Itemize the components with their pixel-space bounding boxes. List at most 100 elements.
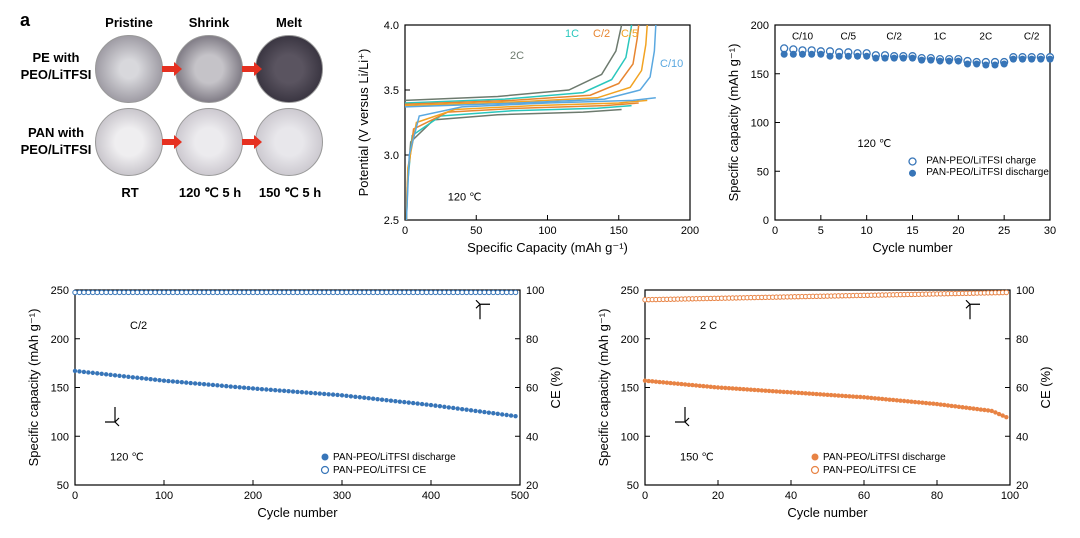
panel-b: b 0501001502002.53.03.54.0Specific Capac… [350, 10, 700, 260]
svg-text:PAN-PEO/LiTFSI discharge: PAN-PEO/LiTFSI discharge [926, 167, 1049, 178]
svg-text:50: 50 [627, 480, 639, 492]
svg-text:PAN-PEO/LiTFSI discharge: PAN-PEO/LiTFSI discharge [333, 452, 456, 463]
svg-text:150: 150 [621, 383, 639, 395]
svg-text:200: 200 [244, 490, 262, 502]
svg-text:80: 80 [526, 334, 538, 346]
svg-text:250: 250 [621, 285, 639, 297]
panel-e: e 0204060801005010015020025020406080100C… [590, 275, 1060, 525]
svg-text:40: 40 [785, 490, 797, 502]
svg-text:CE (%): CE (%) [548, 367, 563, 409]
svg-text:3.0: 3.0 [384, 150, 399, 162]
svg-text:0: 0 [763, 215, 769, 227]
svg-text:100: 100 [538, 225, 556, 237]
svg-text:10: 10 [861, 225, 873, 237]
svg-text:4.0: 4.0 [384, 20, 399, 32]
svg-text:2.5: 2.5 [384, 215, 399, 227]
svg-text:PAN-PEO/LiTFSI charge: PAN-PEO/LiTFSI charge [926, 155, 1036, 166]
svg-text:Cycle number: Cycle number [257, 505, 338, 520]
svg-text:20: 20 [952, 225, 964, 237]
chart-e: 0204060801005010015020025020406080100Cyc… [590, 275, 1060, 525]
arrow-icon [242, 62, 262, 76]
col-pristine: Pristine [100, 15, 158, 30]
svg-text:60: 60 [1016, 383, 1028, 395]
svg-text:C/2: C/2 [130, 320, 147, 332]
svg-text:100: 100 [155, 490, 173, 502]
svg-text:20: 20 [1016, 480, 1028, 492]
svg-text:80: 80 [1016, 334, 1028, 346]
svg-text:C/2: C/2 [1024, 32, 1040, 43]
svg-text:1C: 1C [934, 32, 947, 43]
svg-text:0: 0 [642, 490, 648, 502]
svg-text:15: 15 [906, 225, 918, 237]
svg-text:150: 150 [610, 225, 628, 237]
svg-text:2C: 2C [510, 50, 524, 62]
svg-text:Potential (V versus Li/Li⁺): Potential (V versus Li/Li⁺) [356, 49, 371, 197]
svg-text:Specific capacity (mAh g⁻¹): Specific capacity (mAh g⁻¹) [26, 309, 41, 467]
svg-text:3.5: 3.5 [384, 85, 399, 97]
svg-text:200: 200 [751, 20, 769, 32]
photo-grid [95, 35, 323, 176]
photo-pe-melt [255, 35, 323, 103]
panel-d: d 01002003004005005010015020025020406080… [20, 275, 570, 525]
photo-pan-pristine [95, 108, 163, 176]
svg-text:5: 5 [818, 225, 824, 237]
svg-text:Specific capacity (mAh g⁻¹): Specific capacity (mAh g⁻¹) [596, 309, 611, 467]
row-pan: PAN with PEO/LiTFSI [20, 125, 92, 159]
svg-text:C/10: C/10 [792, 32, 814, 43]
svg-text:200: 200 [621, 334, 639, 346]
svg-text:80: 80 [931, 490, 943, 502]
svg-text:300: 300 [333, 490, 351, 502]
svg-text:Specific capacity (mAh g⁻¹): Specific capacity (mAh g⁻¹) [726, 44, 741, 202]
svg-text:1C: 1C [565, 28, 579, 40]
col-shrink: Shrink [180, 15, 238, 30]
bl-150: 150 ℃ 5 h [250, 185, 330, 201]
svg-text:20: 20 [712, 490, 724, 502]
svg-text:C/10: C/10 [660, 58, 683, 70]
svg-text:Cycle number: Cycle number [872, 240, 953, 255]
svg-text:C/2: C/2 [593, 28, 610, 40]
photo-pan-shrink [175, 108, 243, 176]
bl-rt: RT [110, 185, 150, 200]
svg-text:50: 50 [470, 225, 482, 237]
chart-c: 0 5 10 15 20 25 30 0 50 100 150 200 Cycle number Spec… [720, 10, 1060, 260]
svg-text:0: 0 [402, 225, 408, 237]
svg-text:250: 250 [51, 285, 69, 297]
svg-text:Specific Capacity (mAh g⁻¹): Specific Capacity (mAh g⁻¹) [467, 240, 628, 255]
svg-text:150 ℃: 150 ℃ [680, 452, 714, 464]
photo-pe-shrink [175, 35, 243, 103]
svg-text:100: 100 [751, 118, 769, 130]
svg-text:150: 150 [751, 69, 769, 81]
svg-text:PAN-PEO/LiTFSI discharge: PAN-PEO/LiTFSI discharge [823, 452, 946, 463]
svg-text:120 ℃: 120 ℃ [858, 138, 892, 150]
svg-text:CE (%): CE (%) [1038, 367, 1053, 409]
svg-text:0: 0 [772, 225, 778, 237]
arrow-icon [162, 135, 182, 149]
svg-text:C/5: C/5 [841, 32, 857, 43]
svg-text:150: 150 [51, 383, 69, 395]
svg-text:40: 40 [526, 431, 538, 443]
svg-text:200: 200 [681, 225, 699, 237]
svg-text:40: 40 [1016, 431, 1028, 443]
col-melt: Melt [260, 15, 318, 30]
svg-text:120 ℃: 120 ℃ [448, 192, 482, 204]
svg-text:60: 60 [526, 383, 538, 395]
svg-text:PAN-PEO/LiTFSI CE: PAN-PEO/LiTFSI CE [823, 465, 916, 476]
svg-text:200: 200 [51, 334, 69, 346]
svg-text:25: 25 [998, 225, 1010, 237]
row-pe: PE with PEO/LiTFSI [20, 50, 92, 84]
panel-a-label: a [20, 10, 30, 31]
svg-text:50: 50 [757, 166, 769, 178]
svg-text:100: 100 [621, 431, 639, 443]
arrow-icon [162, 62, 182, 76]
svg-text:0: 0 [72, 490, 78, 502]
svg-text:30: 30 [1044, 225, 1056, 237]
panel-a: a Pristine Shrink Melt PE with PEO/LiTFS… [20, 10, 330, 260]
svg-text:2 C: 2 C [700, 320, 717, 332]
chart-b: 0 50 100 150 200 2.5 3.0 3.5 4.0 Specific Capacit… [350, 10, 700, 260]
svg-text:50: 50 [57, 480, 69, 492]
figure-container: a Pristine Shrink Melt PE with PEO/LiTFS… [0, 0, 1080, 538]
svg-text:100: 100 [51, 431, 69, 443]
svg-text:20: 20 [526, 480, 538, 492]
svg-text:C/5: C/5 [621, 28, 638, 40]
chart-d: 0100200300400500501001502002502040608010… [20, 275, 570, 525]
